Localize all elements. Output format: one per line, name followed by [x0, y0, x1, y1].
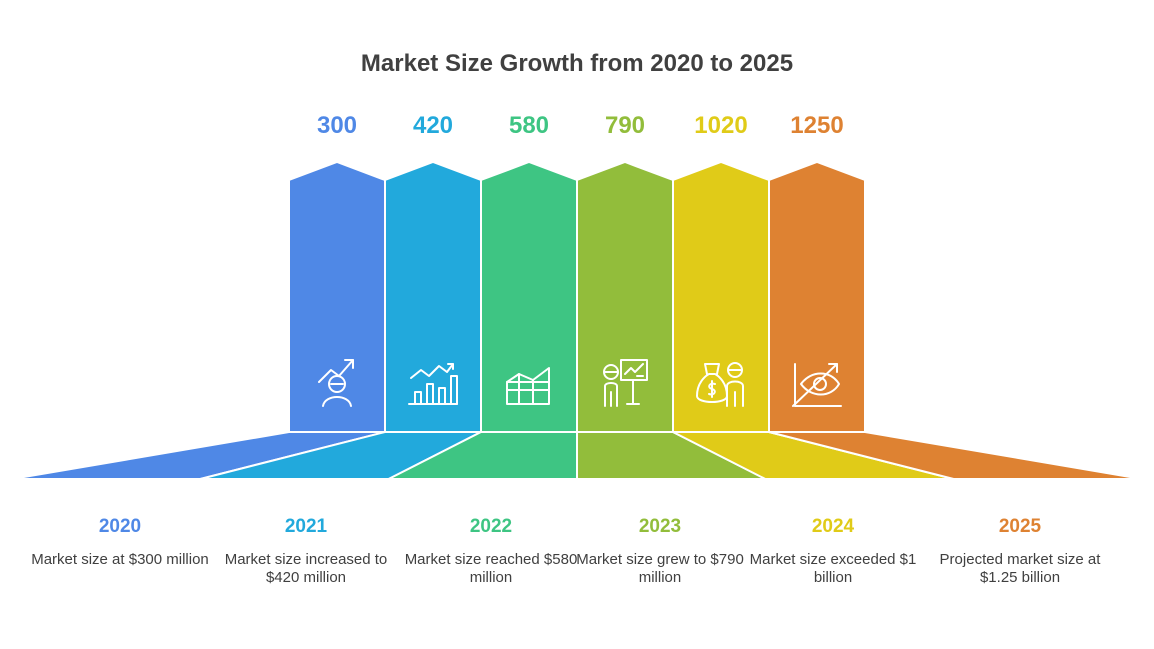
description-2025: Projected market size at $1.25 billion [939, 551, 1101, 586]
year-label-2021: 2021 [284, 516, 328, 537]
description-2023: Market size grew to $790 million [576, 551, 744, 586]
year-label-2020: 2020 [98, 516, 142, 537]
money-bag-person-icon [696, 362, 744, 407]
column-2025 [768, 160, 866, 433]
description-2024: Market size exceeded $1 billion [749, 551, 917, 586]
growth-person-icon [318, 359, 354, 407]
description-2022: Market size reached $580 million [404, 551, 578, 586]
value-label-2022: 580 [508, 112, 550, 139]
year-label-2022: 2022 [469, 516, 513, 537]
column-2023 [576, 160, 674, 433]
value-label-2020: 300 [316, 112, 358, 139]
presenter-board-icon [603, 359, 648, 407]
value-label-2021: 420 [412, 112, 454, 139]
area-chart-grid-icon [506, 367, 550, 405]
chart-title: Market Size Growth from 2020 to 2025 [360, 50, 794, 77]
value-label-2025: 1250 [790, 112, 844, 139]
description-2020: Market size at $300 million [31, 551, 209, 568]
value-label-2024: 1020 [694, 112, 748, 139]
year-label-2023: 2023 [638, 516, 682, 537]
description-2021: Market size increased to $420 million [224, 551, 388, 586]
value-label-2023: 790 [604, 112, 646, 139]
bar-chart-trend-icon [408, 363, 458, 405]
year-label-2024: 2024 [811, 516, 855, 537]
eye-trend-icon [792, 363, 842, 407]
column-2024 [672, 160, 770, 433]
year-label-2025: 2025 [998, 516, 1042, 537]
column-2022 [480, 160, 578, 433]
